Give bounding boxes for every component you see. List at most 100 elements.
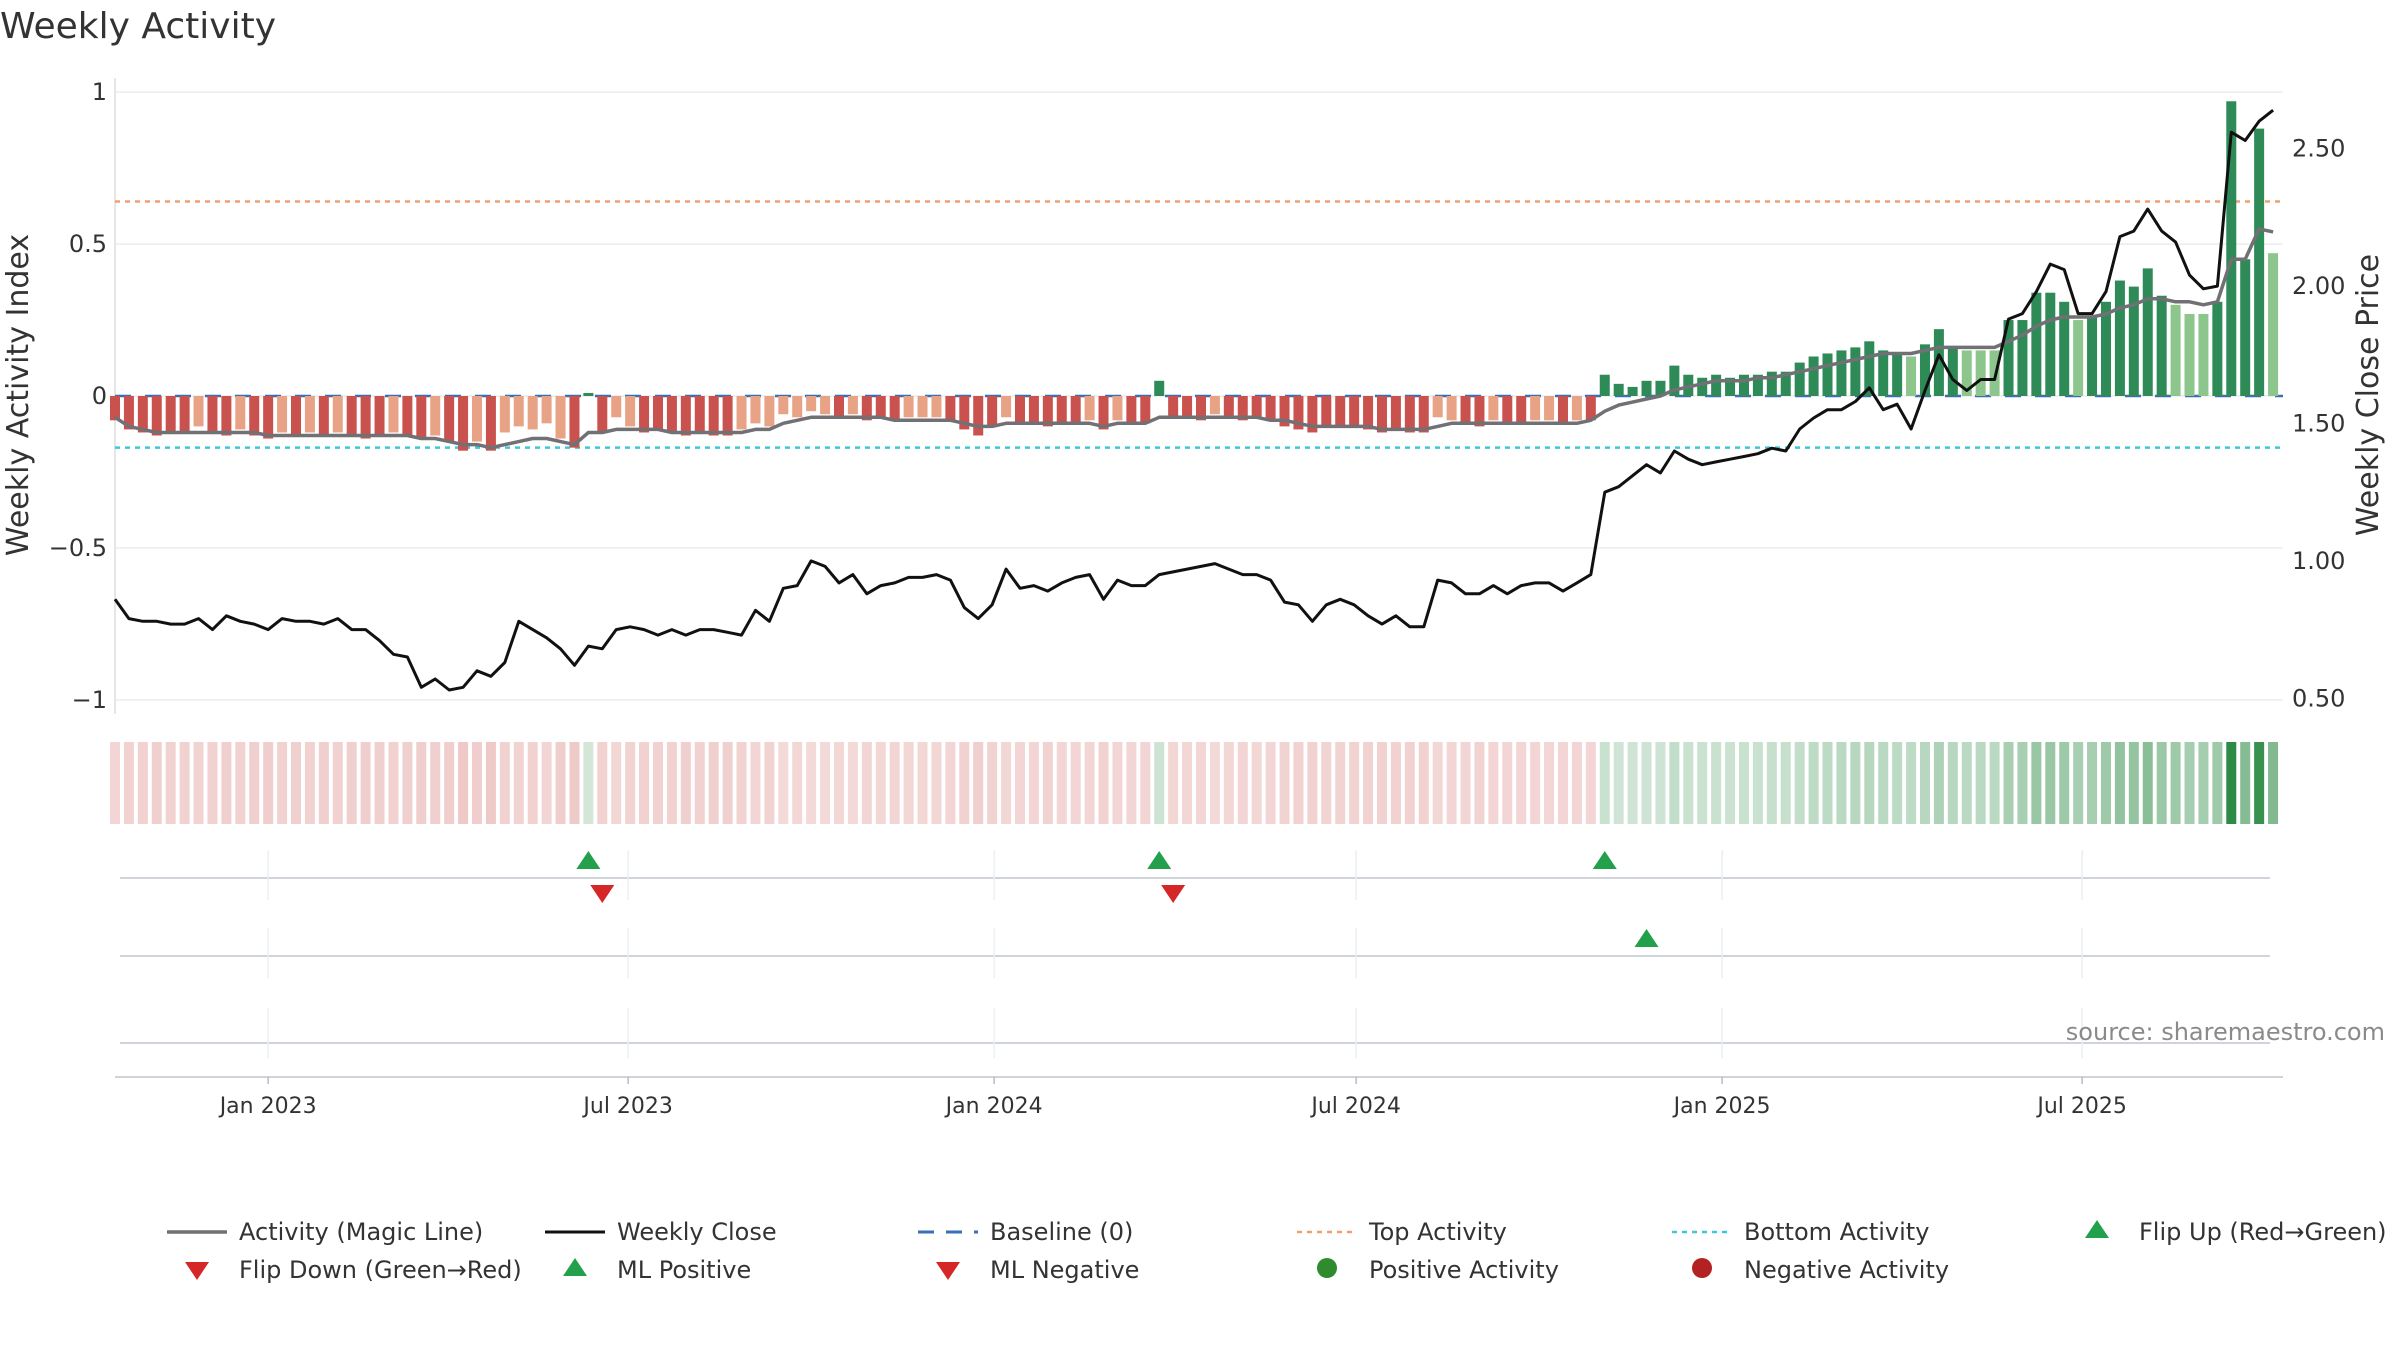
activity-bar	[179, 396, 190, 433]
strip-cell	[151, 742, 162, 824]
legend-item-bottom: Bottom Activity	[1672, 1218, 1929, 1246]
strip-cell	[903, 742, 914, 824]
strip-cell	[1947, 742, 1958, 824]
activity-bar	[1766, 371, 1777, 396]
strip-cell	[1112, 742, 1123, 824]
x-tick-label: Jan 2025	[1672, 1094, 1771, 1119]
strip-cell	[973, 742, 984, 824]
strip-cell	[2059, 742, 2070, 824]
left-tick-label: 1	[92, 78, 107, 106]
strip-cell	[1557, 742, 1568, 824]
strip-cell	[778, 742, 789, 824]
strip-cell	[2212, 742, 2223, 824]
strip-cell	[1307, 742, 1318, 824]
activity-bar	[680, 396, 691, 436]
activity-bar	[694, 396, 705, 433]
strip-cell	[833, 742, 844, 824]
legend-label: Top Activity	[1368, 1218, 1507, 1246]
strip-cell	[1697, 742, 1708, 824]
strip-cell	[471, 742, 482, 824]
strip-cell	[1975, 742, 1986, 824]
activity-bar	[708, 396, 719, 436]
strip-cell	[1669, 742, 1680, 824]
legend-label: Flip Down (Green→Red)	[239, 1256, 522, 1284]
activity-bar	[1571, 396, 1582, 421]
strip-cell	[485, 742, 496, 824]
activity-bar	[485, 396, 496, 451]
activity-bar	[1014, 396, 1025, 424]
strip-cell	[1321, 742, 1332, 824]
activity-bar	[277, 396, 288, 433]
legend-item-posact: Positive Activity	[1317, 1256, 1559, 1284]
strip-cell	[1864, 742, 1875, 824]
activity-bar	[1390, 396, 1401, 430]
strip-cell	[513, 742, 524, 824]
strip-cell	[945, 742, 956, 824]
activity-bar	[1446, 396, 1457, 421]
strip-cell	[1530, 742, 1541, 824]
strip-cell	[318, 742, 329, 824]
legend-label: ML Negative	[990, 1256, 1139, 1284]
activity-bar	[2170, 304, 2181, 396]
activity-bar	[2226, 101, 2237, 397]
strip-cell	[2240, 742, 2251, 824]
activity-bar	[541, 396, 552, 424]
strip-cell	[736, 742, 747, 824]
strip-cell	[304, 742, 315, 824]
activity-bar	[1697, 377, 1708, 396]
strip-cell	[388, 742, 399, 824]
activity-bar	[1112, 396, 1123, 421]
left-axis-label: Weekly Activity Index	[1, 234, 36, 556]
strip-cell	[1418, 742, 1429, 824]
strip-cell	[1098, 742, 1109, 824]
strip-cell	[2254, 742, 2265, 824]
strip-cell	[2073, 742, 2084, 824]
strip-cell	[527, 742, 538, 824]
activity-strip	[109, 742, 2279, 824]
activity-bar	[2073, 320, 2084, 396]
x-tick-label: Jan 2023	[218, 1094, 317, 1119]
activity-bar	[1878, 350, 1889, 396]
activity-bar	[2142, 268, 2153, 396]
strip-cell	[179, 742, 190, 824]
strip-cell	[1613, 742, 1624, 824]
strip-cell	[1738, 742, 1749, 824]
activity-bar	[2003, 320, 2014, 396]
strip-cell	[1850, 742, 1861, 824]
strip-cell	[2045, 742, 2056, 824]
strip-cell	[2100, 742, 2111, 824]
strip-cell	[1195, 742, 1206, 824]
source-text: source: sharemaestro.com	[2066, 1018, 2385, 1046]
activity-bar	[2114, 280, 2125, 396]
activity-bar	[861, 396, 872, 421]
activity-bar	[1209, 396, 1220, 415]
activity-bar	[332, 396, 343, 433]
strip-cell	[2170, 742, 2181, 824]
activity-bar	[1822, 353, 1833, 396]
strip-cell	[889, 742, 900, 824]
activity-bar	[2184, 313, 2195, 396]
strip-cell	[917, 742, 928, 824]
right-axis: 2.50 2.00 1.50 1.00 0.50	[2292, 135, 2345, 713]
strip-cell	[1808, 742, 1819, 824]
strip-cell	[1683, 742, 1694, 824]
activity-bar	[903, 396, 914, 418]
strip-cell	[1376, 742, 1387, 824]
activity-bar	[388, 396, 399, 433]
legend-label: Activity (Magic Line)	[239, 1218, 483, 1246]
activity-bar	[1070, 396, 1081, 424]
activity-bar	[527, 396, 538, 430]
strip-cell	[1209, 742, 1220, 824]
left-axis: 1 0.5 0 −0.5 −1	[49, 78, 107, 714]
activity-bar	[1961, 350, 1972, 396]
activity-bar	[2198, 313, 2209, 396]
activity-bar	[1251, 396, 1262, 418]
event-rows	[115, 850, 2283, 1078]
strip-cell	[583, 742, 594, 824]
legend-item-top: Top Activity	[1297, 1218, 1507, 1246]
strip-cell	[1961, 742, 1972, 824]
strip-cell	[1641, 742, 1652, 824]
activity-bar	[792, 396, 803, 418]
strip-cell	[847, 742, 858, 824]
strip-cell	[430, 742, 441, 824]
